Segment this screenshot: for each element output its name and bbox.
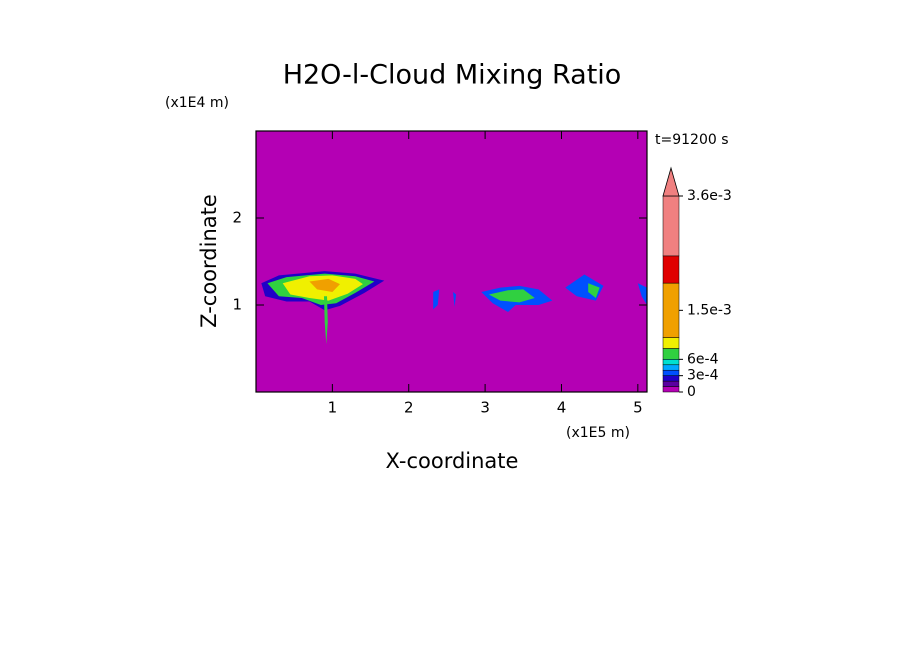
colorbar-segment: [662, 359, 680, 366]
y-tick-label: 1: [232, 296, 242, 314]
time-label: t=91200 s: [655, 132, 729, 148]
colorbar-segment: [662, 380, 680, 387]
colorbar-segment: [662, 195, 680, 257]
cloud-region: [488, 289, 535, 303]
chart-title: H2O-l-Cloud Mixing Ratio: [283, 60, 622, 91]
x-tick-label: 2: [404, 399, 414, 417]
cloud-region: [309, 278, 341, 292]
colorbar-tick-label: 3e-4: [687, 368, 719, 384]
colorbar-segment: [662, 348, 680, 360]
field-background: [256, 131, 647, 392]
x-tick-label: 1: [328, 399, 338, 417]
colorbar-segment: [662, 369, 680, 376]
x-tick-label: 4: [557, 399, 567, 417]
cloud-region: [588, 283, 600, 299]
cloud-region: [433, 289, 440, 310]
colorbar-tick-label: 1.5e-3: [687, 302, 732, 318]
colorbar-segment: [662, 282, 680, 338]
x-unit: (x1E5 m): [566, 425, 630, 441]
x-axis-label: X-coordinate: [386, 449, 519, 473]
cloud-region: [453, 291, 457, 307]
colorbar-tick-label: 6e-4: [687, 351, 719, 367]
colorbar-segment: [662, 364, 680, 371]
colorbar-segment: [662, 375, 680, 382]
colorbar-tick-label: 3.6e-3: [687, 188, 732, 204]
colorbar-segment: [662, 337, 680, 349]
cloud-region: [323, 296, 328, 345]
colorbar-tick-label: 0: [687, 384, 696, 400]
colorbar-segment: [662, 386, 680, 393]
colorbar-segment: [662, 255, 680, 284]
x-tick-label: 3: [480, 399, 490, 417]
cloud-region: [637, 283, 647, 305]
plot-frame: [255, 130, 648, 393]
y-tick-label: 2: [232, 209, 242, 227]
x-tick-label: 5: [633, 399, 643, 417]
y-unit: (x1E4 m): [165, 95, 229, 111]
colorbar-extension: [662, 166, 680, 197]
y-axis-label: Z-coordinate: [197, 194, 221, 328]
